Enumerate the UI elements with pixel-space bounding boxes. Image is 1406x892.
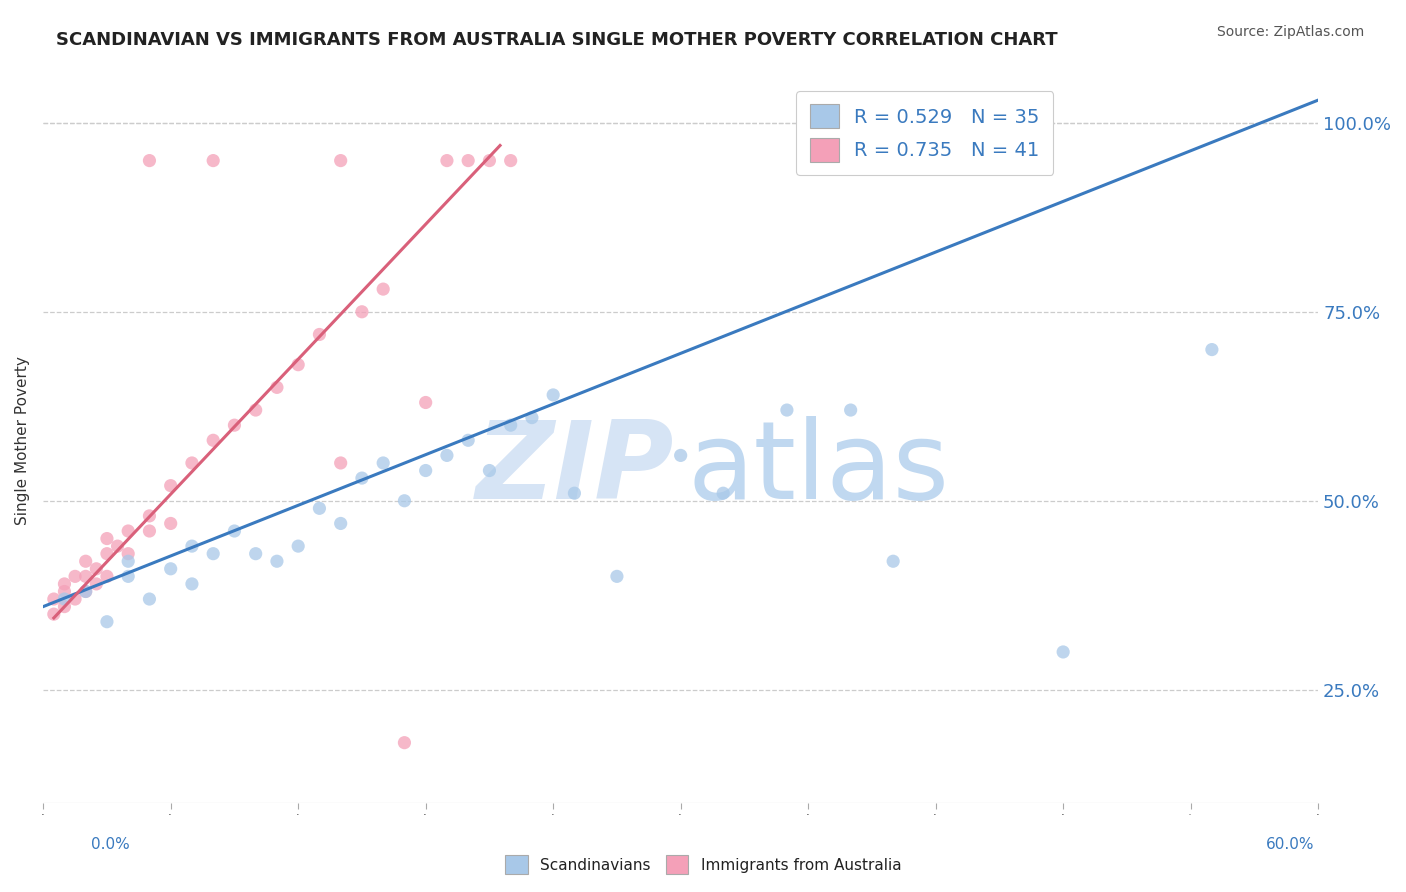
- Point: [882, 554, 904, 568]
- Point: [245, 403, 267, 417]
- Point: [564, 486, 586, 500]
- Point: [75, 554, 97, 568]
- Point: [53, 592, 76, 607]
- Point: [138, 153, 160, 168]
- Point: [75, 584, 97, 599]
- Legend: R = 0.529   N = 35, R = 0.735   N = 41: R = 0.529 N = 35, R = 0.735 N = 41: [796, 91, 1053, 175]
- Text: SCANDINAVIAN VS IMMIGRANTS FROM AUSTRALIA SINGLE MOTHER POVERTY CORRELATION CHAR: SCANDINAVIAN VS IMMIGRANTS FROM AUSTRALI…: [56, 31, 1057, 49]
- Point: [181, 456, 204, 470]
- Text: Source: ZipAtlas.com: Source: ZipAtlas.com: [1216, 25, 1364, 39]
- Point: [373, 456, 395, 470]
- Point: [520, 410, 543, 425]
- Point: [53, 599, 76, 614]
- Point: [96, 615, 118, 629]
- Point: [159, 516, 181, 531]
- Point: [245, 547, 267, 561]
- Point: [606, 569, 628, 583]
- Point: [117, 547, 139, 561]
- Point: [138, 524, 160, 538]
- Point: [350, 305, 373, 319]
- Point: [86, 562, 108, 576]
- Point: [224, 418, 246, 433]
- Point: [159, 478, 181, 492]
- Point: [839, 403, 862, 417]
- Point: [478, 463, 501, 477]
- Point: [202, 434, 225, 448]
- Point: [394, 736, 416, 750]
- Point: [53, 584, 76, 599]
- Point: [669, 449, 692, 463]
- Point: [329, 456, 352, 470]
- Point: [308, 501, 330, 516]
- Point: [181, 539, 204, 553]
- Point: [266, 554, 288, 568]
- Point: [117, 554, 139, 568]
- Point: [63, 592, 86, 607]
- Point: [457, 153, 479, 168]
- Point: [457, 434, 479, 448]
- Point: [287, 358, 309, 372]
- Point: [53, 577, 76, 591]
- Point: [224, 524, 246, 538]
- Point: [308, 327, 330, 342]
- Point: [415, 463, 437, 477]
- Point: [159, 562, 181, 576]
- Point: [86, 577, 108, 591]
- Text: 0.0%: 0.0%: [91, 837, 131, 852]
- Point: [266, 380, 288, 394]
- Point: [75, 569, 97, 583]
- Text: ZIP: ZIP: [475, 417, 675, 523]
- Point: [1201, 343, 1223, 357]
- Point: [329, 153, 352, 168]
- Point: [202, 547, 225, 561]
- Legend: Scandinavians, Immigrants from Australia: Scandinavians, Immigrants from Australia: [499, 849, 907, 880]
- Point: [287, 539, 309, 553]
- Y-axis label: Single Mother Poverty: Single Mother Poverty: [15, 356, 30, 524]
- Point: [138, 592, 160, 607]
- Point: [117, 569, 139, 583]
- Point: [436, 153, 458, 168]
- Point: [478, 153, 501, 168]
- Point: [541, 388, 564, 402]
- Point: [415, 395, 437, 409]
- Point: [96, 569, 118, 583]
- Point: [202, 153, 225, 168]
- Point: [499, 153, 522, 168]
- Point: [138, 508, 160, 523]
- Point: [63, 569, 86, 583]
- Point: [96, 532, 118, 546]
- Point: [436, 449, 458, 463]
- Text: 60.0%: 60.0%: [1267, 837, 1315, 852]
- Point: [107, 539, 129, 553]
- Point: [711, 486, 734, 500]
- Point: [776, 403, 799, 417]
- Point: [499, 418, 522, 433]
- Point: [96, 547, 118, 561]
- Point: [42, 607, 65, 622]
- Point: [42, 592, 65, 607]
- Point: [1052, 645, 1074, 659]
- Point: [181, 577, 204, 591]
- Point: [373, 282, 395, 296]
- Point: [394, 493, 416, 508]
- Point: [329, 516, 352, 531]
- Point: [75, 584, 97, 599]
- Point: [350, 471, 373, 485]
- Text: atlas: atlas: [688, 417, 949, 523]
- Point: [117, 524, 139, 538]
